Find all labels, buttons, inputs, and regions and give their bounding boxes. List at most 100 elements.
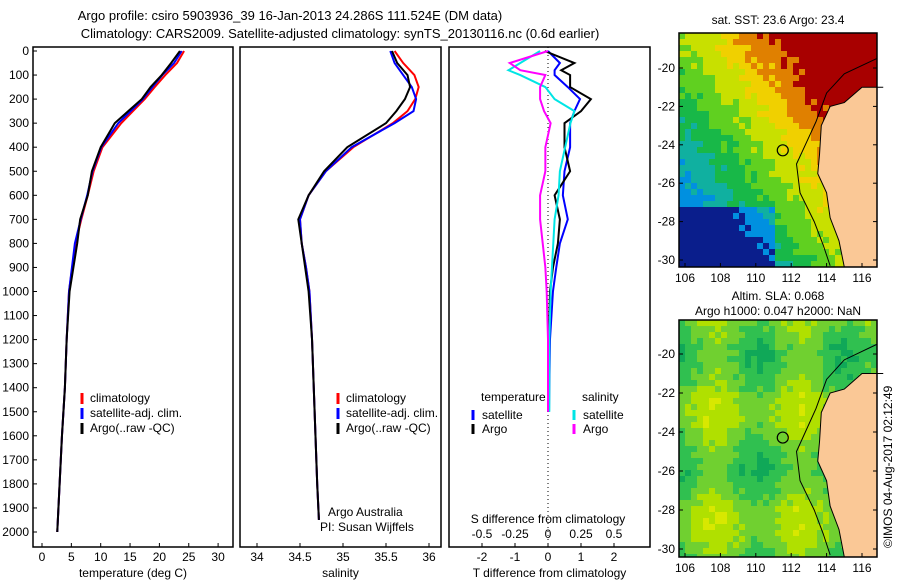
map-cell — [847, 39, 853, 45]
map-cell — [745, 57, 751, 63]
x-tick-label: 0 — [545, 550, 552, 564]
map-cell — [751, 386, 757, 392]
map-cell — [709, 434, 715, 440]
map-cell — [817, 512, 823, 518]
map-cell — [763, 75, 769, 81]
map-cell — [763, 422, 769, 428]
map-cell — [697, 518, 703, 524]
map-cell — [703, 428, 709, 434]
map-cell — [805, 440, 811, 446]
x-tick-label: 106 — [675, 271, 695, 285]
map-cell — [823, 111, 829, 117]
map-cell — [721, 225, 727, 231]
map-cell — [775, 458, 781, 464]
map-cell — [733, 45, 739, 51]
map-cell — [733, 392, 739, 398]
map-cell — [703, 440, 709, 446]
map-cell — [787, 524, 793, 530]
map-cell — [817, 476, 823, 482]
map-cell — [685, 500, 691, 506]
map-cell — [733, 159, 739, 165]
map-cell — [775, 33, 781, 39]
map-cell — [817, 494, 823, 500]
map-cell — [709, 81, 715, 87]
map-cell — [691, 219, 697, 225]
map-cell — [733, 440, 739, 446]
map-cell — [817, 33, 823, 39]
map-cell — [685, 135, 691, 141]
map-cell — [769, 356, 775, 362]
map-cell — [793, 105, 799, 111]
map-cell — [709, 189, 715, 195]
map-cell — [805, 518, 811, 524]
map-cell — [709, 249, 715, 255]
map-cell — [751, 368, 757, 374]
map-cell — [697, 524, 703, 530]
map-cell — [787, 398, 793, 404]
map-cell — [721, 458, 727, 464]
map-cell — [817, 129, 823, 135]
map-cell — [703, 356, 709, 362]
map-cell — [685, 249, 691, 255]
map-cell — [697, 458, 703, 464]
map-cell — [787, 386, 793, 392]
map-cell — [709, 135, 715, 141]
map-cell — [853, 69, 859, 75]
map-cell — [685, 57, 691, 63]
map-cell — [805, 105, 811, 111]
map-cell — [829, 332, 835, 338]
map-cell — [679, 416, 685, 422]
map-cell — [805, 446, 811, 452]
map-cell — [805, 416, 811, 422]
y-tick-label: 400 — [9, 140, 29, 154]
map-cell — [721, 177, 727, 183]
map-cell — [745, 404, 751, 410]
map-cell — [697, 464, 703, 470]
map-cell — [721, 33, 727, 39]
map-cell — [709, 261, 715, 267]
map-cell — [745, 356, 751, 362]
map-cell — [781, 464, 787, 470]
map-cell — [817, 255, 823, 261]
map-cell — [697, 171, 703, 177]
map-cell — [805, 482, 811, 488]
map-cell — [811, 368, 817, 374]
map-cell — [757, 506, 763, 512]
map-cell — [757, 63, 763, 69]
map-cell — [817, 422, 823, 428]
map-cell — [691, 392, 697, 398]
map-cell — [721, 171, 727, 177]
map-cell — [751, 39, 757, 45]
map-cell — [739, 159, 745, 165]
map-cell — [787, 416, 793, 422]
map-cell — [853, 368, 859, 374]
x-tick-label: 35 — [336, 550, 350, 564]
map-cell — [751, 153, 757, 159]
map-cell — [769, 440, 775, 446]
map-cell — [811, 231, 817, 237]
map-cell — [721, 434, 727, 440]
map-cell — [799, 416, 805, 422]
map-cell — [835, 332, 841, 338]
map-cell — [811, 548, 817, 554]
map-cell — [745, 159, 751, 165]
map-cell — [763, 171, 769, 177]
map-cell — [799, 386, 805, 392]
y-tick-label: -24 — [658, 425, 676, 439]
map-cell — [691, 536, 697, 542]
map-cell — [799, 404, 805, 410]
map-cell — [805, 189, 811, 195]
map-cell — [799, 536, 805, 542]
map-cell — [799, 249, 805, 255]
map-cell — [775, 464, 781, 470]
map-cell — [745, 261, 751, 267]
map-cell — [727, 87, 733, 93]
map-cell — [799, 75, 805, 81]
map-cell — [757, 464, 763, 470]
map-cell — [745, 344, 751, 350]
map-cell — [727, 332, 733, 338]
map-cell — [679, 99, 685, 105]
map-cell — [709, 452, 715, 458]
map-cell — [709, 195, 715, 201]
map-cell — [685, 410, 691, 416]
